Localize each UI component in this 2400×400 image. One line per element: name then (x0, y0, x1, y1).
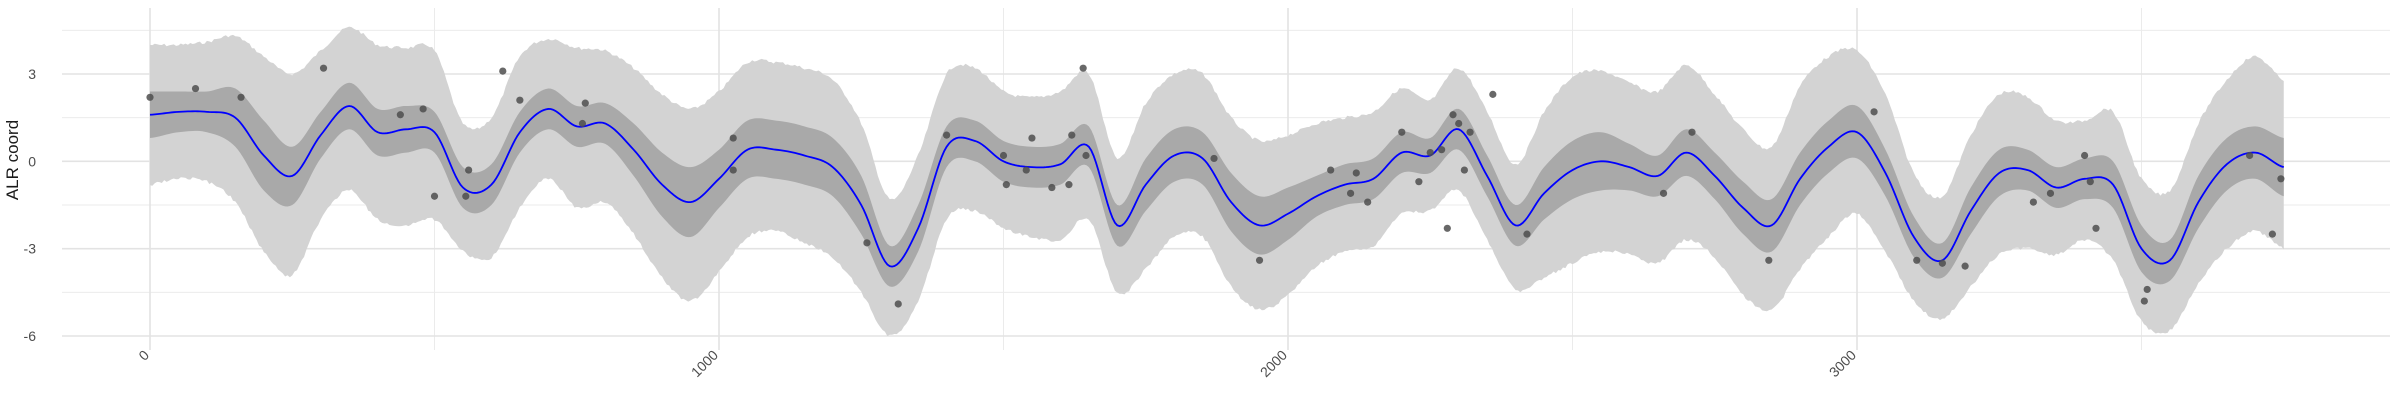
observation-point (1466, 128, 1474, 136)
observation-point (1455, 119, 1463, 128)
observation-point (1765, 256, 1773, 264)
mean-line (149, 105, 2285, 268)
observation-point (1443, 224, 1451, 232)
observation-point (1438, 146, 1446, 154)
observation-point (1398, 128, 1406, 136)
observation-point (499, 67, 507, 75)
observation-point (1961, 262, 1969, 270)
observation-point (1415, 178, 1423, 186)
observation-point (729, 166, 737, 174)
observation-point (319, 64, 328, 72)
observation-point (2046, 189, 2055, 197)
observation-point (1523, 230, 1531, 238)
observation-point (1426, 149, 1434, 157)
observation-point (2143, 285, 2151, 294)
observation-point (1449, 111, 1457, 119)
observation-point (1255, 256, 1264, 264)
observation-point (2277, 175, 2285, 183)
mean-line-group (149, 105, 2285, 268)
observation-point (237, 93, 245, 101)
observation-point (1210, 154, 1218, 163)
observation-point (578, 119, 587, 128)
observation-point (1048, 183, 1056, 192)
observation-point (462, 192, 470, 200)
observation-point (999, 151, 1008, 160)
observation-point (2140, 297, 2148, 305)
observation-point (1659, 189, 1668, 197)
observation-point (1870, 108, 1878, 116)
y-tick-label: 0 (28, 153, 36, 169)
observation-point (1327, 166, 1335, 174)
observation-point (465, 166, 473, 174)
observation-point (1079, 64, 1087, 72)
observation-point (1938, 259, 1946, 267)
observation-point (419, 105, 427, 113)
observation-point (1068, 131, 1076, 139)
x-tick-label: 3000 (1826, 347, 1859, 380)
observation-point (2029, 198, 2037, 206)
inner-credible-band (150, 82, 2284, 287)
observation-point (1082, 151, 1090, 160)
observation-point (146, 93, 154, 101)
y-axis-title: ALR coord (3, 120, 22, 200)
observation-point (1364, 198, 1372, 206)
observation-point (1022, 166, 1030, 174)
observation-point (1346, 189, 1355, 197)
y-tick-label: -6 (24, 328, 37, 344)
observation-point (1913, 256, 1921, 264)
x-tick-label: 2000 (1257, 347, 1290, 380)
observation-point (1489, 90, 1497, 98)
x-tick-labels: 0 1000 2000 3000 (135, 347, 1859, 380)
observations-group (146, 64, 2285, 308)
observation-point (396, 111, 404, 119)
observation-point (516, 96, 524, 104)
y-tick-label: -3 (24, 241, 37, 257)
observation-point (1028, 134, 1036, 142)
observation-point (729, 134, 737, 142)
observation-point (2092, 224, 2100, 232)
observation-point (2268, 230, 2276, 238)
observation-point (863, 239, 871, 247)
observation-point (894, 300, 902, 308)
observation-point (943, 131, 951, 139)
observation-point (1688, 128, 1696, 136)
x-tick-label: 1000 (688, 347, 721, 380)
observation-point (1352, 169, 1360, 177)
observation-point (1065, 181, 1073, 189)
inner-credible-band-group (150, 82, 2284, 287)
observation-point (1460, 166, 1468, 174)
y-tick-labels: -6 -3 0 3 (24, 66, 37, 344)
observation-point (2081, 151, 2089, 160)
observation-point (1002, 181, 1010, 189)
y-tick-label: 3 (28, 66, 36, 82)
observation-point (191, 84, 200, 93)
observation-point (581, 99, 589, 107)
observation-point (2086, 178, 2094, 186)
observation-point (2246, 151, 2254, 160)
observation-point (430, 192, 439, 200)
